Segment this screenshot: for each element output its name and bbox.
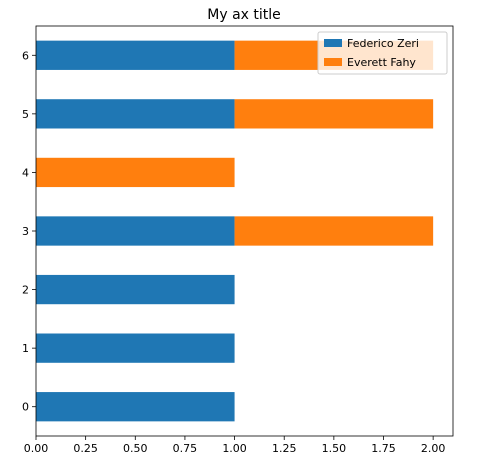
bar-federico-zeri-2 [36,274,235,305]
x-tick-label-6: 1.50 [322,442,347,455]
plot-area: 0.00 0.25 0.50 0.75 1.00 1.25 1.50 1.75 2.00 0 1 2 3… [22,25,454,455]
x-tick-label-4: 1.00 [222,442,247,455]
legend-swatch-federico-zeri [324,39,342,47]
y-tick-label-4: 4 [22,166,29,179]
bar-everett-fahy-5 [234,99,434,129]
legend-label-federico-zeri: Federico Zeri [347,37,419,50]
bar-federico-zeri-1 [36,333,235,363]
x-tick-label-1: 0.25 [73,442,98,455]
y-tick-label-5: 5 [22,108,29,121]
x-tick-label-7: 1.75 [371,442,396,455]
chart-title: My ax title [207,7,281,23]
bar-federico-zeri-3 [36,216,235,246]
legend-box [317,31,448,75]
legend-swatch-everett-fahy [324,58,342,66]
x-tick-label-8: 2.00 [421,442,446,455]
bar-federico-zeri-0 [36,392,235,422]
y-tick-label-1: 1 [22,342,29,355]
legend-label-everett-fahy: Everett Fahy [347,56,416,69]
y-tick-label-3: 3 [22,225,29,238]
bar-everett-fahy-4 [36,157,235,188]
bar-federico-zeri-6 [36,40,235,70]
y-tick-label-6: 6 [22,49,29,62]
y-tick-label-2: 2 [22,284,29,297]
y-tick-label-0: 0 [22,401,29,414]
bar-everett-fahy-3 [234,216,434,246]
x-tick-label-5: 1.25 [272,442,297,455]
legend: Federico Zeri Everett Fahy [317,31,448,75]
x-tick-label-2: 0.50 [123,442,148,455]
x-tick-label-0: 0.00 [24,442,49,455]
x-tick-label-3: 0.75 [173,442,198,455]
bar-federico-zeri-5 [36,99,235,129]
